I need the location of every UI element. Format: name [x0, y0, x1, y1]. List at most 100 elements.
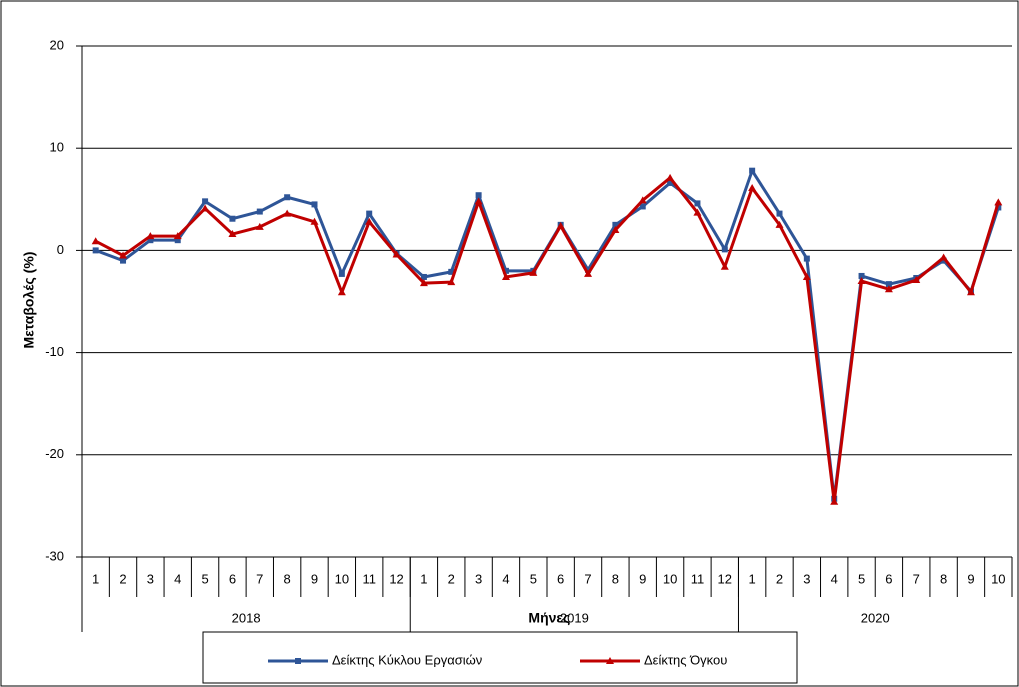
y-tick-label: 20 [50, 37, 64, 52]
x-tick-label: 1 [749, 571, 756, 586]
point [693, 208, 702, 216]
point [666, 173, 675, 181]
point [939, 253, 948, 261]
x-group-label: 2019 [560, 610, 589, 625]
x-tick-label: 4 [831, 571, 838, 586]
point [448, 268, 455, 275]
point [146, 232, 155, 240]
point [501, 272, 510, 280]
legend-label: Δείκτης Κύκλου Εργασιών [332, 652, 482, 667]
point [474, 197, 483, 205]
point [749, 167, 756, 174]
point [585, 266, 592, 273]
point [256, 208, 263, 215]
x-tick-label: 9 [967, 571, 974, 586]
legend-marker [295, 658, 301, 664]
x-group-label: 2020 [861, 610, 890, 625]
x-tick-label: 10 [663, 571, 677, 586]
point [147, 237, 154, 244]
x-tick-label: 10 [335, 571, 349, 586]
point [611, 225, 620, 233]
x-tick-label: 5 [201, 571, 208, 586]
point [201, 204, 210, 212]
point [667, 179, 674, 186]
x-tick-label: 7 [913, 571, 920, 586]
point [694, 200, 701, 207]
x-group-label: 2018 [232, 610, 261, 625]
point [529, 268, 538, 276]
point [92, 247, 99, 254]
x-tick-label: 11 [362, 571, 376, 586]
point [338, 270, 345, 277]
point [255, 222, 264, 230]
point [229, 215, 236, 222]
point [475, 192, 482, 199]
point [365, 217, 374, 225]
legend-marker [606, 657, 614, 664]
x-tick-label: 3 [475, 571, 482, 586]
point [174, 237, 181, 244]
x-tick-label: 12 [389, 571, 403, 586]
x-tick-label: 9 [639, 571, 646, 586]
x-tick-label: 5 [858, 571, 865, 586]
y-tick-label: 0 [57, 242, 64, 257]
point [120, 257, 127, 264]
x-tick-label: 7 [256, 571, 263, 586]
point [202, 198, 209, 205]
x-tick-label: 6 [885, 571, 892, 586]
point [803, 255, 810, 262]
point [775, 220, 784, 228]
x-tick-label: 10 [991, 571, 1005, 586]
point [720, 262, 729, 270]
x-tick-label: 8 [612, 571, 619, 586]
point [556, 221, 565, 229]
x-tick-label: 2 [448, 571, 455, 586]
point [447, 278, 456, 286]
x-tick-label: 6 [229, 571, 236, 586]
point [284, 194, 291, 201]
point [638, 196, 647, 204]
point [173, 232, 182, 240]
point [885, 281, 892, 288]
point [419, 279, 428, 287]
y-axis-label: Μεταβολές (%) [21, 252, 37, 349]
point [776, 210, 783, 217]
x-tick-label: 8 [284, 571, 291, 586]
series-line [94, 176, 1000, 504]
x-tick-label: 2 [776, 571, 783, 586]
point [584, 269, 593, 277]
point [502, 267, 509, 274]
point [119, 251, 128, 259]
point [857, 277, 866, 285]
y-tick-label: -10 [45, 344, 64, 359]
point [612, 221, 619, 228]
point [940, 257, 947, 264]
x-tick-label: 4 [502, 571, 509, 586]
point [420, 273, 427, 280]
x-tick-label: 8 [940, 571, 947, 586]
point [858, 272, 865, 279]
x-tick-label: 9 [311, 571, 318, 586]
x-tick-label: 1 [420, 571, 427, 586]
x-tick-label: 3 [147, 571, 154, 586]
point [91, 237, 100, 245]
point [802, 272, 811, 280]
point [966, 288, 975, 296]
point [639, 203, 646, 210]
point [830, 497, 839, 505]
point [392, 250, 401, 258]
point [884, 285, 893, 293]
y-tick-label: -20 [45, 446, 64, 461]
point [337, 288, 346, 296]
x-axis-label: Μήνες [528, 610, 570, 626]
x-tick-label: 3 [803, 571, 810, 586]
point [366, 210, 373, 217]
point [310, 217, 319, 225]
legend-label: Δείκτης Όγκου [644, 652, 727, 667]
y-tick-label: -30 [45, 548, 64, 563]
x-tick-label: 6 [557, 571, 564, 586]
x-tick-label: 7 [584, 571, 591, 586]
x-tick-label: 12 [718, 571, 732, 586]
